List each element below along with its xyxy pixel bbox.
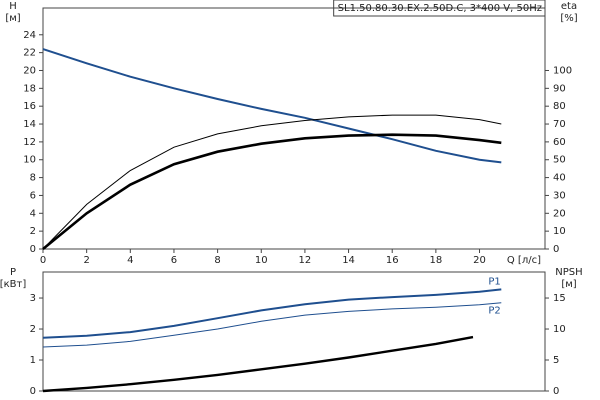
y-tick-label: 4 (30, 208, 36, 219)
x-tick-label: 12 (299, 255, 312, 266)
curve (42, 335, 474, 393)
y2-tick-label: 70 (553, 119, 566, 130)
chart-title: SL1.50.80.30.EX.2.50D.C, 3*400 V, 50Hz (338, 3, 542, 14)
y-tick-label: 0 (30, 244, 36, 255)
y-tick-label: 16 (23, 101, 36, 112)
x-tick-label: 4 (127, 255, 133, 266)
x-tick-label: 2 (83, 255, 89, 266)
y2-tick-label: 0 (553, 386, 559, 397)
y-axis-unit: [м] (5, 13, 20, 24)
series-label: P1 (488, 276, 500, 287)
y-tick-label: 8 (30, 173, 36, 184)
y2-tick-label: 10 (553, 226, 566, 237)
curve (42, 302, 502, 348)
y-tick-label: 10 (23, 155, 36, 166)
x-tick-label: 14 (342, 255, 355, 266)
y-tick-label: 18 (23, 83, 36, 94)
y-axis-label: H (9, 1, 17, 12)
x-tick-label: 0 (40, 255, 46, 266)
y2-tick-label: 90 (553, 83, 566, 94)
y2-tick-label: 100 (553, 65, 572, 76)
y2-axis-unit: [%] (560, 13, 577, 24)
y2-tick-label: 30 (553, 190, 566, 201)
y-axis-unit: [кВт] (0, 279, 26, 290)
title-box (333, 0, 546, 17)
y2-tick-label: 20 (553, 208, 566, 219)
y-tick-label: 24 (23, 30, 36, 41)
y2-tick-label: 50 (553, 155, 566, 166)
y-tick-label: 22 (23, 48, 36, 59)
y2-tick-label: 10 (553, 324, 566, 335)
y2-tick-label: 60 (553, 137, 566, 148)
y2-axis-label: NPSH (555, 267, 582, 278)
y2-tick-label: 0 (553, 244, 559, 255)
x-tick-label: 8 (214, 255, 220, 266)
y-tick-label: 6 (30, 190, 36, 201)
y-axis-label: P (10, 267, 16, 278)
curve (42, 114, 502, 250)
x-tick-label: 10 (255, 255, 268, 266)
y-tick-label: 12 (23, 137, 36, 148)
y-tick-label: 0 (30, 386, 36, 397)
y2-tick-label: 40 (553, 173, 566, 184)
x-axis-label: Q [л/с] (507, 255, 541, 266)
x-tick-label: 6 (171, 255, 177, 266)
series-label: P2 (488, 306, 500, 317)
x-tick-label: 16 (386, 255, 399, 266)
curve (42, 288, 502, 339)
y2-tick-label: 80 (553, 101, 566, 112)
y2-tick-label: 15 (553, 293, 566, 304)
y2-tick-label: 5 (553, 355, 559, 366)
y-tick-label: 2 (30, 324, 36, 335)
curve (42, 48, 502, 164)
plot-frame (42, 271, 546, 392)
y-tick-label: 14 (23, 119, 36, 130)
curve (42, 133, 502, 251)
y-tick-label: 2 (30, 226, 36, 237)
plot-frame (42, 7, 546, 250)
y2-axis-unit: [м] (561, 279, 576, 290)
y-tick-label: 1 (30, 355, 36, 366)
y-tick-label: 20 (23, 65, 36, 76)
y2-axis-label: eta (561, 1, 577, 12)
x-tick-label: 18 (430, 255, 443, 266)
x-tick-label: 20 (473, 255, 486, 266)
y-tick-label: 3 (30, 293, 36, 304)
